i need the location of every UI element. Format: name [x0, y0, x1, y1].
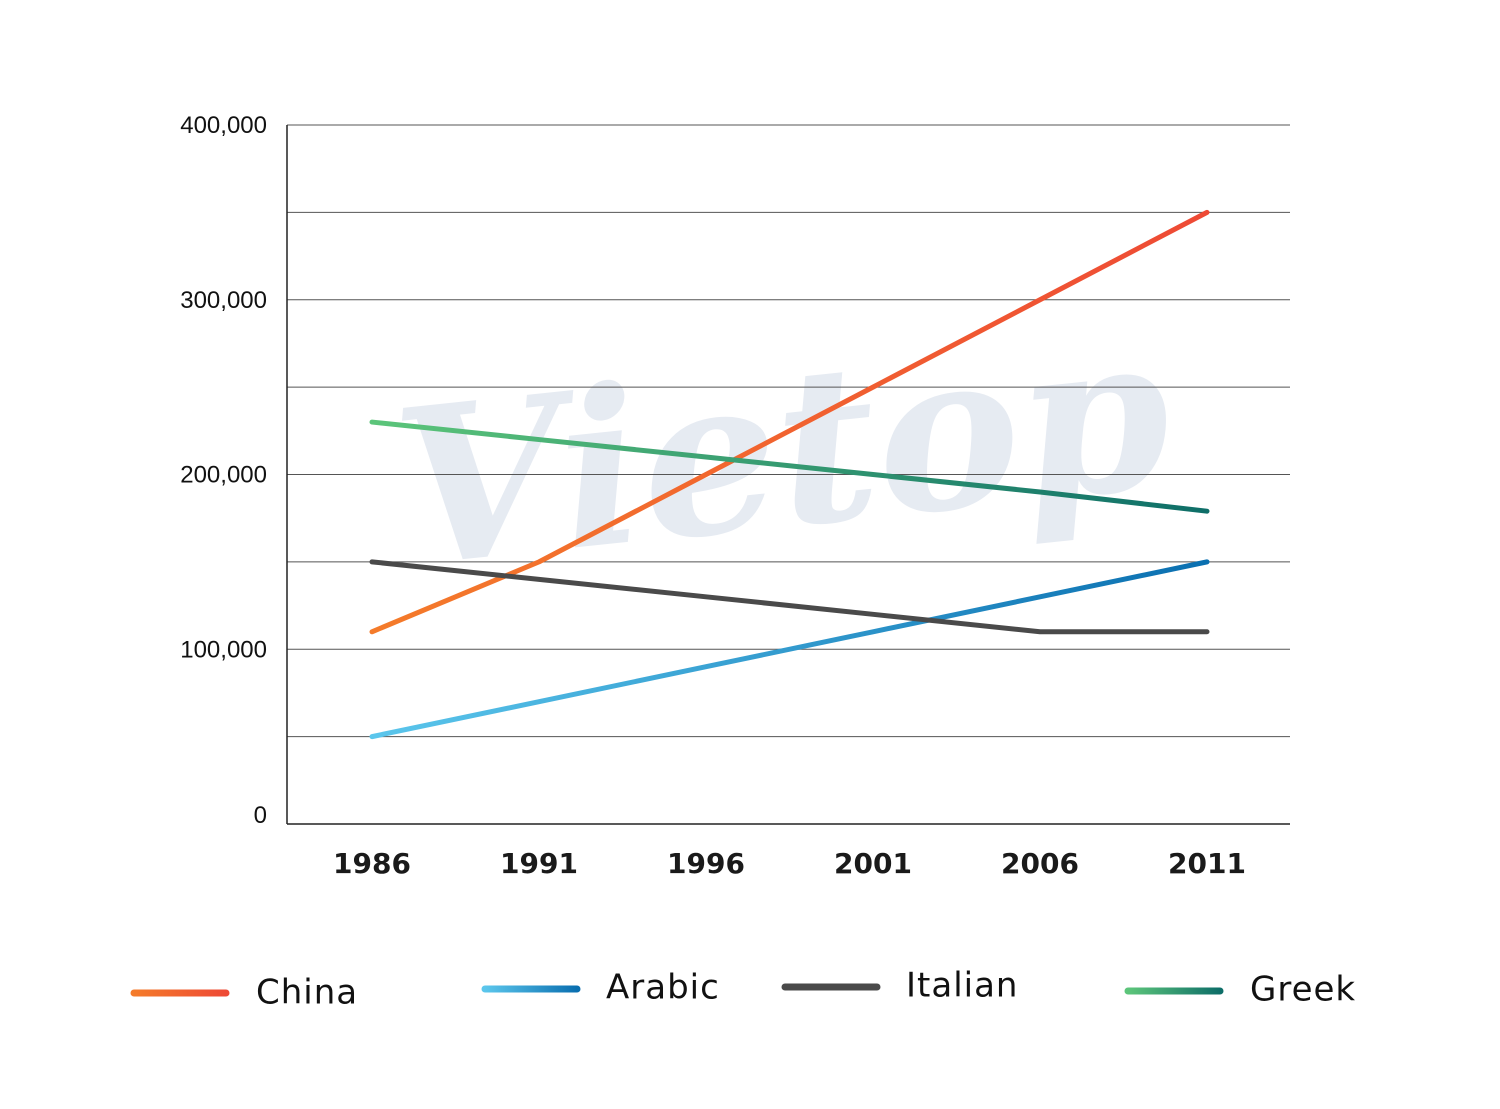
x-tick-label: 1986: [333, 847, 411, 880]
axes: [286, 125, 1290, 825]
legend: China Arabic Italian Greek: [130, 966, 1356, 1013]
series-line-greek: [369, 419, 1210, 514]
x-tick-labels: 1986 1991 1996 2001 2006 2011: [333, 847, 1246, 880]
y-tick-label: 300,000: [180, 287, 267, 314]
legend-label-greek: Greek: [1250, 970, 1356, 1010]
x-tick-label: 1996: [667, 847, 745, 880]
y-tick-label: 200,000: [180, 462, 267, 489]
y-tick-label: 0: [254, 802, 267, 829]
series-lines: [369, 209, 1210, 740]
y-tick-label: 400,000: [180, 112, 267, 139]
x-tick-label: 2006: [1001, 847, 1079, 880]
x-tick-label: 1991: [500, 847, 578, 880]
gridlines: [287, 124, 1290, 738]
series-line-arabic: [369, 559, 1210, 740]
legend-label-italian: Italian: [906, 966, 1018, 1006]
watermark: Vietop: [384, 283, 1181, 616]
y-tick-labels: 0 100,000 200,000 300,000 400,000: [180, 112, 267, 829]
series-line-italian: [369, 559, 1210, 635]
series-line-china: [369, 209, 1210, 635]
legend-label-china: China: [256, 973, 358, 1013]
x-tick-label: 2001: [834, 847, 912, 880]
legend-label-arabic: Arabic: [606, 968, 720, 1008]
y-tick-label: 100,000: [180, 636, 267, 663]
x-tick-label: 2011: [1168, 847, 1246, 880]
